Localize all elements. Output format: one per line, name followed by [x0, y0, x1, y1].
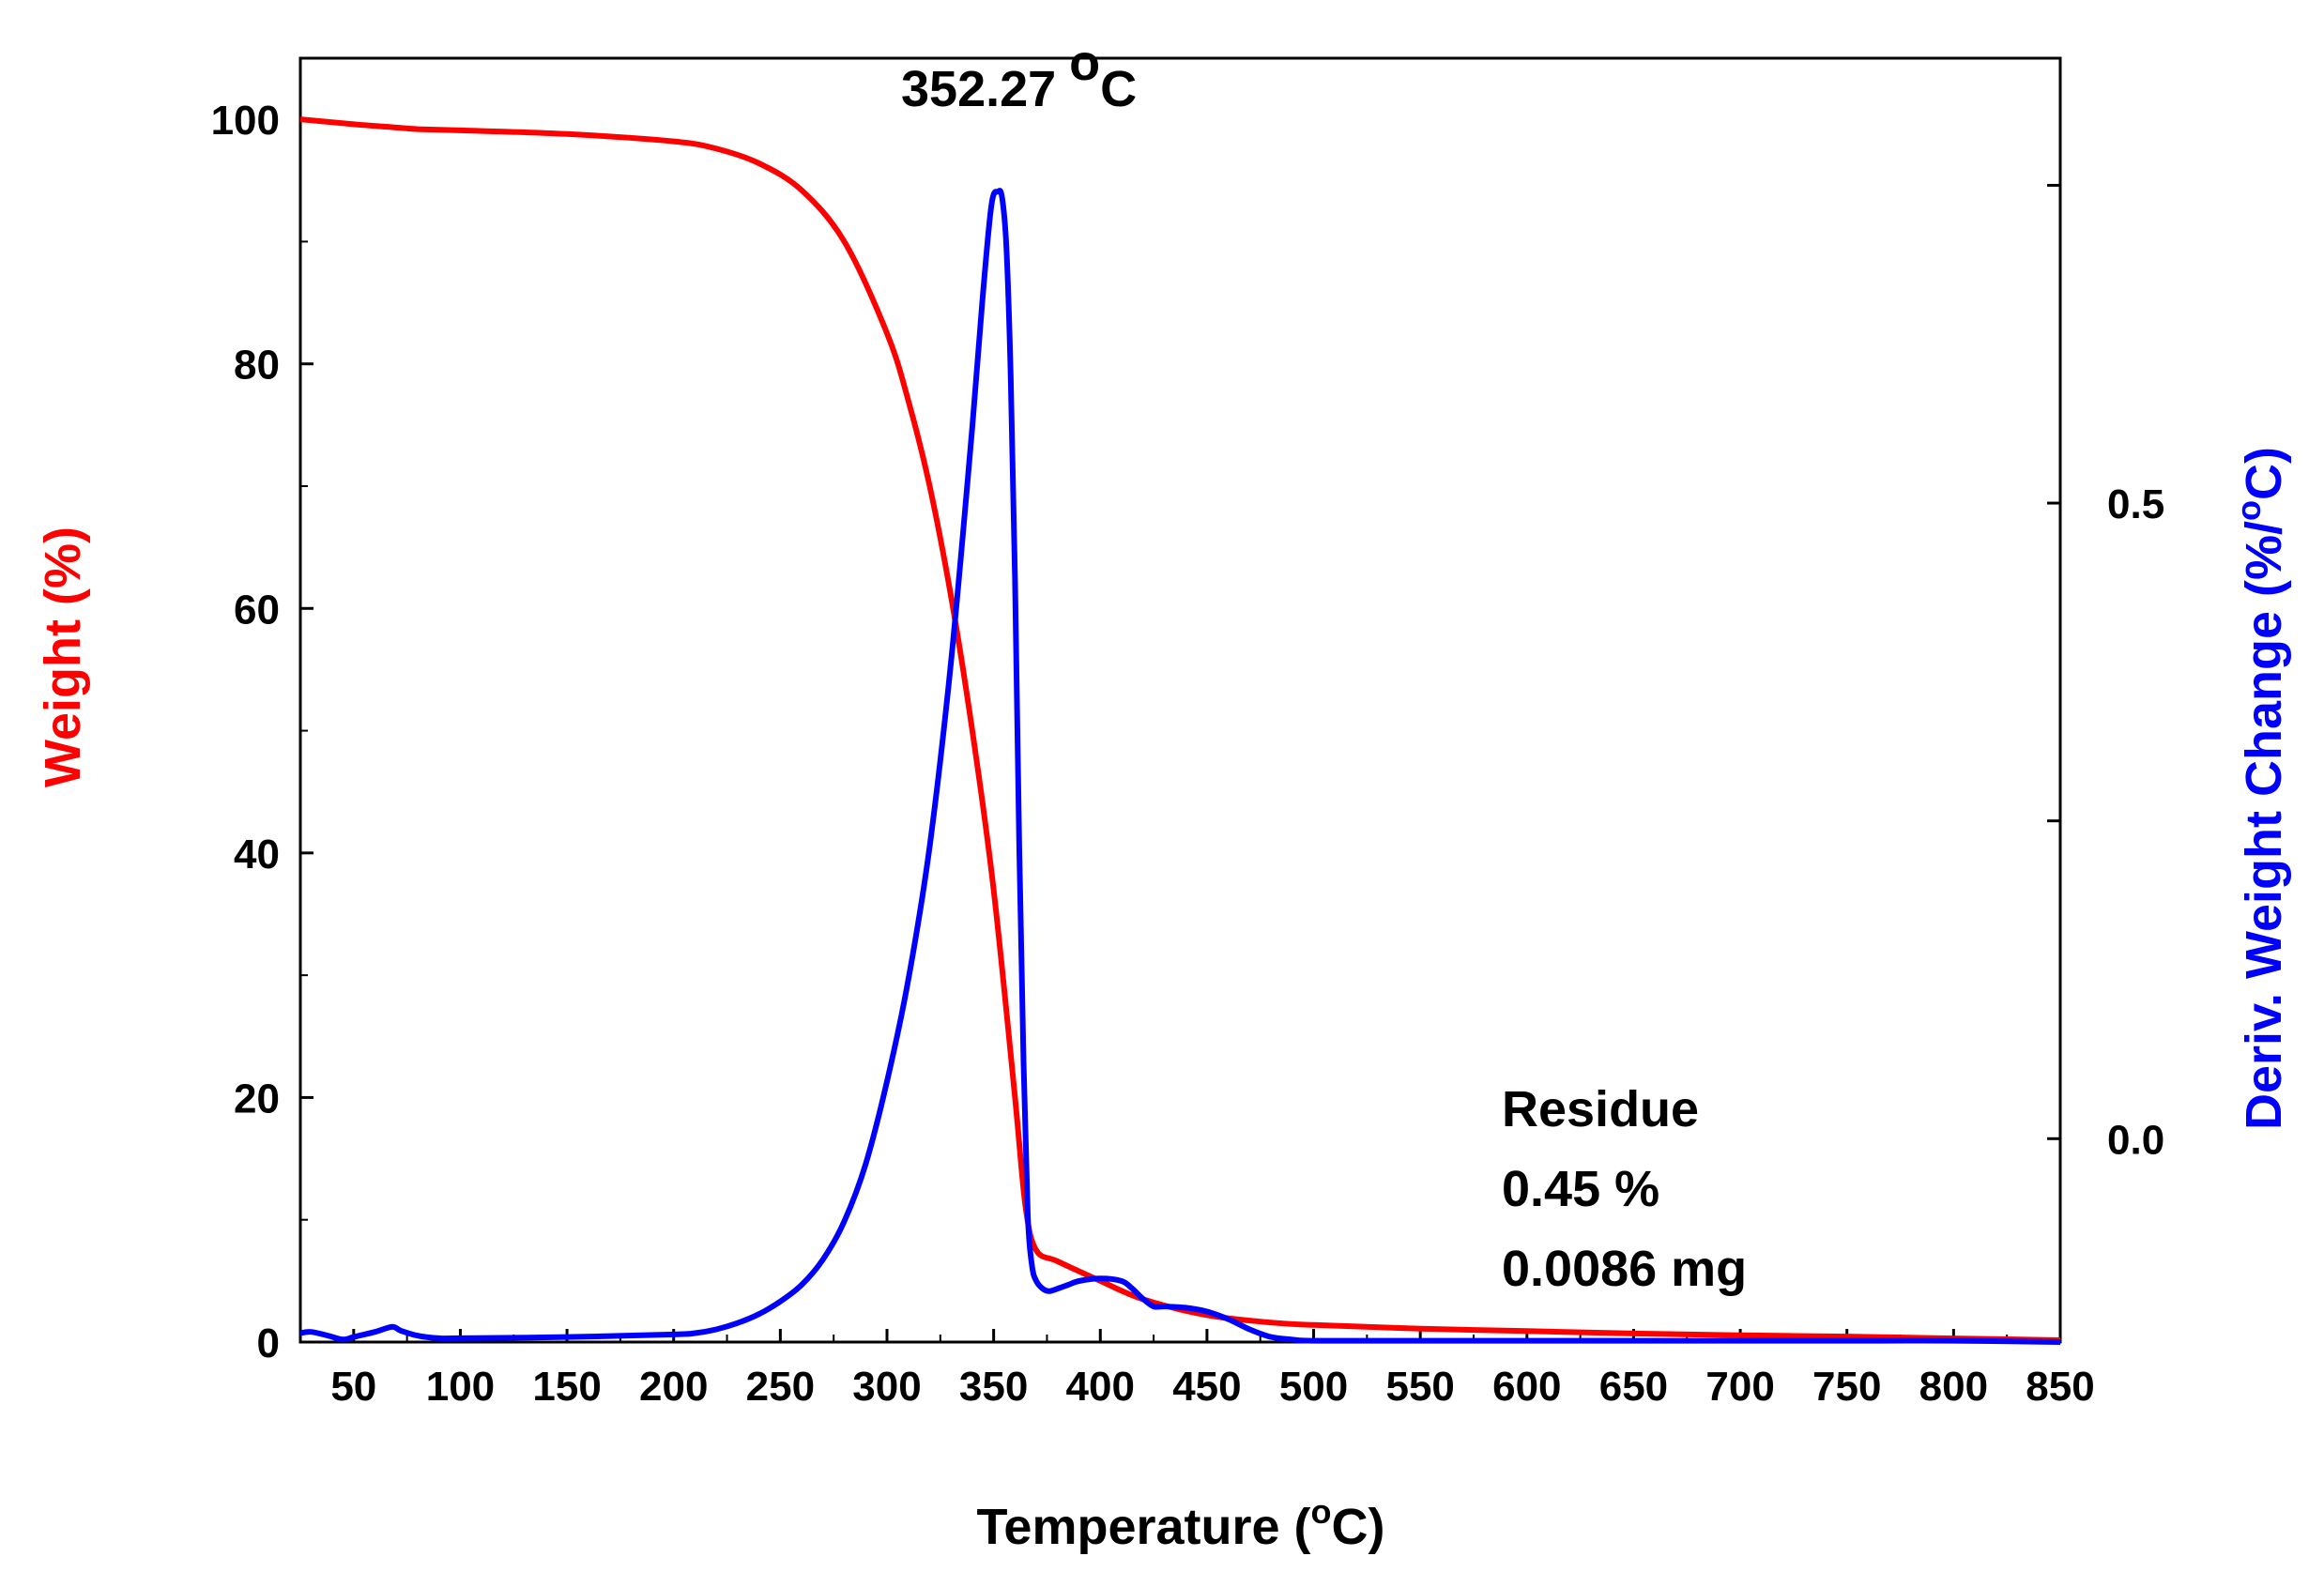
x-tick-label: 250 [746, 1364, 815, 1410]
y-left-axis-title: Weight (%) [35, 526, 91, 787]
deriv-series-line [299, 188, 2061, 1345]
y-left-axis-ticks: 0 20 40 60 80 100 [211, 98, 313, 1366]
y-left-tick-label: 40 [234, 832, 280, 877]
y-left-tick-label: 60 [234, 587, 280, 633]
residue-title: Residue [1502, 1081, 1699, 1137]
y-right-axis-title-degree: o [2229, 500, 2268, 521]
x-tick-label: 150 [532, 1364, 601, 1410]
x-tick-label: 450 [1172, 1364, 1241, 1410]
x-tick-label: 550 [1385, 1364, 1454, 1410]
x-axis-title-degree: o [1311, 1492, 1332, 1531]
weight-series-line [299, 116, 2061, 1343]
x-tick-label: 350 [959, 1364, 1028, 1410]
x-tick-label: 100 [426, 1364, 495, 1410]
residue-percent: 0.45 % [1502, 1161, 1659, 1217]
x-axis-ticks: 50 100 150 200 250 300 350 400 450 500 550 600 650 70… [299, 1329, 2095, 1410]
y-left-tick-label: 20 [234, 1076, 280, 1122]
y-right-axis-title: Deriv. Weight Change (%/oC) [2229, 447, 2292, 1130]
x-axis-title-main: Temperature ( [976, 1499, 1310, 1555]
y-right-axis-title-end: C) [2236, 447, 2292, 500]
y-right-tick-label: 0.5 [2107, 481, 2164, 527]
y-left-tick-label: 80 [234, 343, 280, 389]
x-tick-label: 650 [1599, 1364, 1668, 1410]
x-tick-label: 400 [1066, 1364, 1135, 1410]
peak-annotation: 352.27 oC [901, 35, 1137, 117]
peak-degree: o [1069, 35, 1100, 91]
x-tick-label: 50 [330, 1364, 376, 1410]
x-axis-title: Temperature (oC) [976, 1492, 1384, 1555]
x-tick-label: 750 [1812, 1364, 1881, 1410]
x-tick-label: 700 [1705, 1364, 1774, 1410]
y-left-tick-label: 0 [257, 1320, 280, 1366]
y-left-tick-label: 100 [211, 98, 280, 144]
y-right-tick-label: 0.0 [2107, 1117, 2164, 1163]
x-tick-label: 200 [639, 1364, 708, 1410]
residue-mass: 0.0086 mg [1502, 1241, 1747, 1297]
y-right-axis-title-pct: %/ [2236, 521, 2292, 580]
x-axis-title-end: C) [1332, 1499, 1385, 1555]
plot-frame [298, 56, 2062, 1344]
x-tick-label: 300 [852, 1364, 921, 1410]
peak-unit: C [1100, 61, 1137, 117]
peak-value: 352.27 [901, 61, 1056, 117]
x-tick-label: 600 [1492, 1364, 1561, 1410]
x-tick-label: 850 [2026, 1364, 2094, 1410]
y-right-axis-title-main: Deriv. Weight Change ( [2236, 580, 2292, 1130]
x-tick-label: 800 [1919, 1364, 1988, 1410]
x-tick-label: 500 [1279, 1364, 1348, 1410]
y-right-axis-ticks: 0.0 0.5 [2047, 183, 2164, 1163]
